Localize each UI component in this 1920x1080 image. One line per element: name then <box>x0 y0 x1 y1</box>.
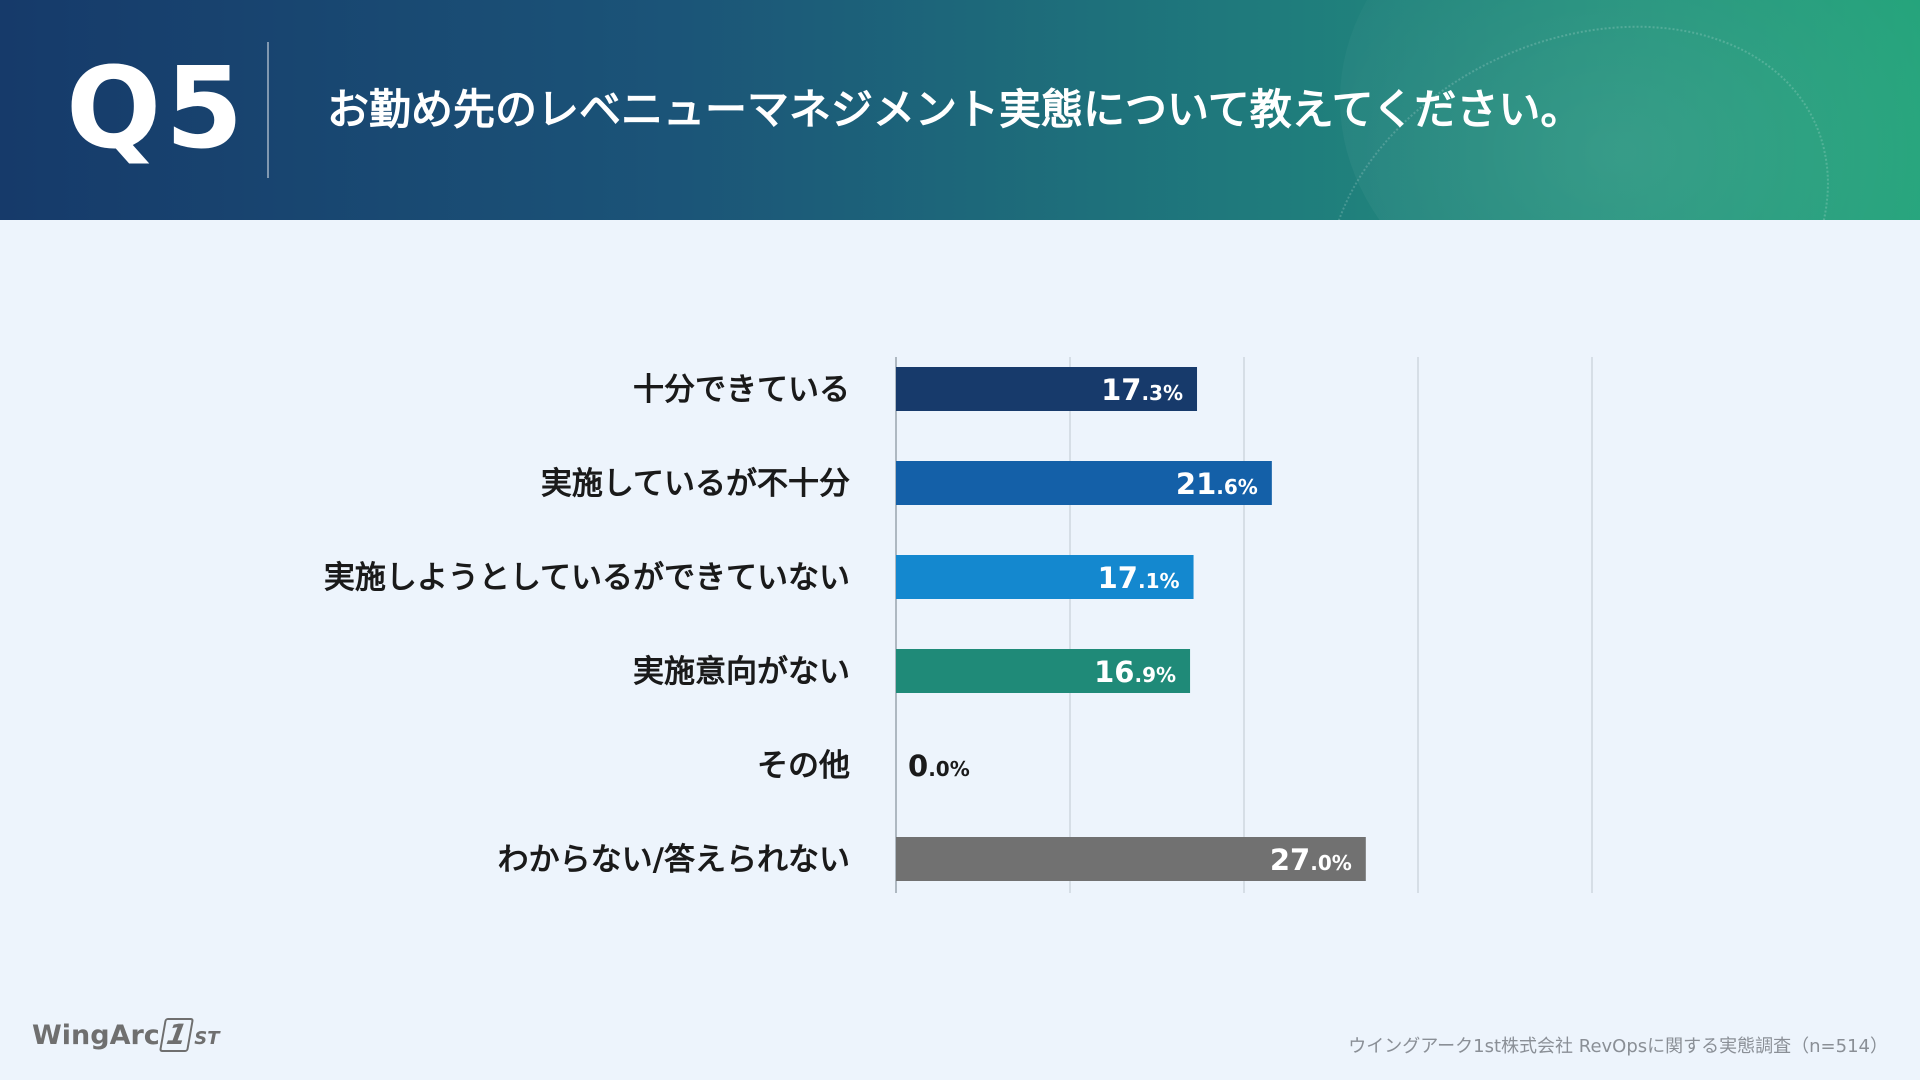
data-label-integer: 21 <box>1176 467 1216 501</box>
category-label: 十分できている <box>633 372 850 408</box>
bar <box>896 837 1366 881</box>
data-label-decimal: .1% <box>1138 569 1180 593</box>
data-label-integer: 27 <box>1270 843 1310 877</box>
data-label-integer: 16 <box>1094 655 1134 689</box>
question-title: お勤め先のレベニューマネジメント実態について教えてください。 <box>327 85 1583 134</box>
wingarc-logo: WingArc 1 ST <box>32 1018 220 1052</box>
data-label-integer: 17 <box>1098 561 1138 595</box>
category-label: 実施しているが不十分 <box>541 466 850 502</box>
data-label: 21.6% <box>1176 467 1258 501</box>
bar <box>896 367 1198 411</box>
data-label: 27.0% <box>1270 843 1352 877</box>
data-label-decimal: .0% <box>928 757 970 781</box>
logo-text: WingArc <box>32 1020 160 1051</box>
data-label-decimal: .6% <box>1216 475 1258 499</box>
question-number: Q5 <box>66 44 248 174</box>
logo-sub: ST <box>194 1028 220 1049</box>
category-label: わからない/答えられない <box>498 842 850 878</box>
data-label-integer: 0 <box>908 749 928 783</box>
bar <box>896 555 1194 599</box>
data-label-decimal: .9% <box>1134 663 1176 687</box>
data-label: 0.0% <box>908 749 970 783</box>
bar <box>896 461 1272 505</box>
logo-mark: 1 <box>158 1018 195 1052</box>
source-note: ウイングアーク1st株式会社 RevOpsに関する実態調査（n=514） <box>1348 1036 1888 1057</box>
header-divider <box>267 42 269 178</box>
data-label-decimal: .0% <box>1310 851 1352 875</box>
data-label: 16.9% <box>1094 655 1176 689</box>
data-label-decimal: .3% <box>1141 381 1183 405</box>
data-label: 17.3% <box>1101 373 1183 407</box>
data-label: 17.1% <box>1098 561 1180 595</box>
bar <box>896 649 1191 693</box>
header-decoration <box>1340 0 1920 220</box>
category-label: その他 <box>757 748 850 784</box>
header-banner: Q5 お勤め先のレベニューマネジメント実態について教えてください。 <box>0 0 1920 220</box>
data-label-integer: 17 <box>1101 373 1141 407</box>
category-label: 実施意向がない <box>633 654 850 690</box>
category-label: 実施しようとしているができていない <box>324 560 850 596</box>
